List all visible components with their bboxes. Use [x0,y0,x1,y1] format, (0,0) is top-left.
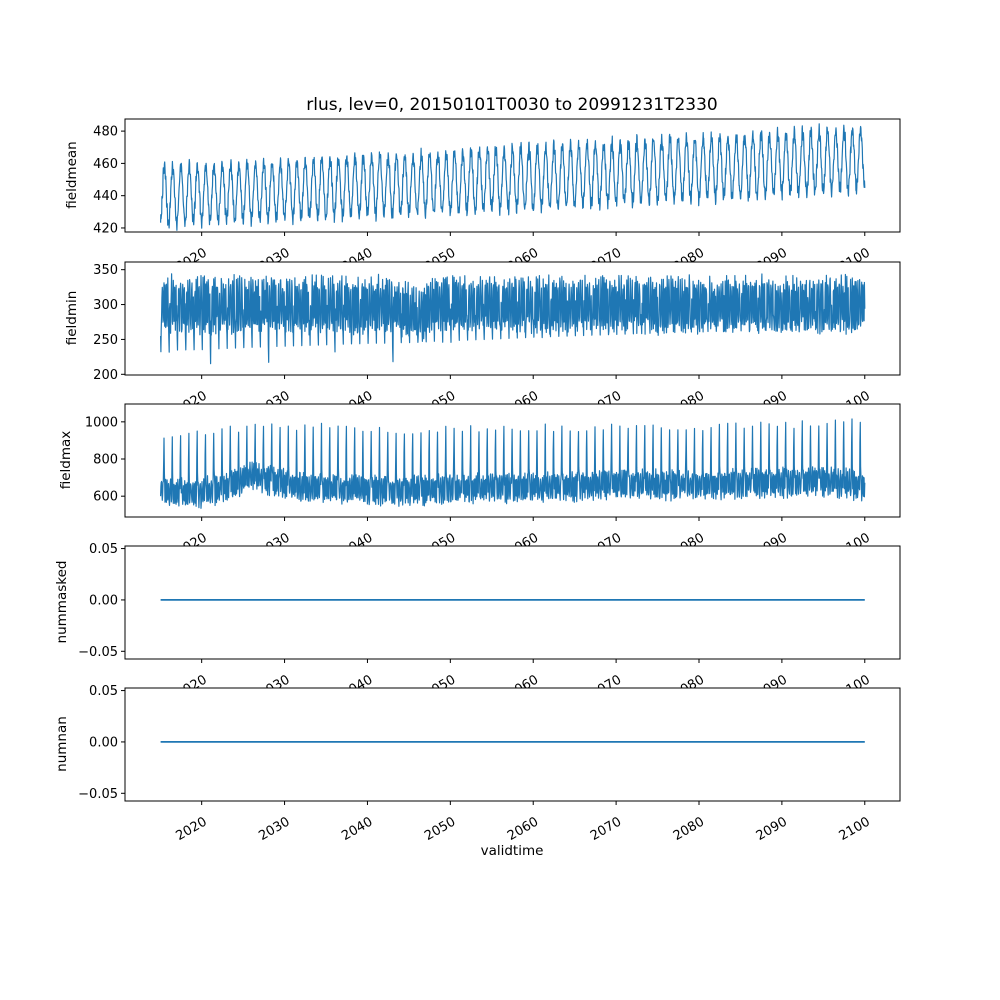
y-axis-label-nummasked: nummasked [54,560,70,644]
y-tick-label-fieldmin: 200 [93,368,118,383]
axes-frame-fieldmax [124,403,901,518]
plot-area-numnan [125,688,900,801]
y-tick-label-nummasked: −0.05 [78,645,118,660]
y-axis-label-fieldmean: fieldmean [64,141,80,209]
y-tick-label-fieldmin: 300 [93,298,118,313]
series-line-fieldmean [160,123,866,231]
x-axis-label: validtime [480,843,544,859]
y-tick-label-fieldmax: 800 [93,453,118,468]
figure-title: rlus, lev=0, 20150101T0030 to 20991231T2… [306,95,718,115]
y-tick-label-nummasked: 0.05 [89,542,118,557]
y-tick-label-numnan: 0.00 [89,735,118,750]
series-line-fieldmin [160,273,866,365]
plot-area-nummasked [125,546,900,659]
axes-frame-fieldmin [124,261,901,376]
y-tick-label-fieldmin: 350 [93,263,118,278]
y-tick-label-fieldmean: 480 [93,125,118,140]
series-line-fieldmax [160,418,866,509]
axes-frame-numnan [124,687,901,802]
y-tick-label-numnan: 0.05 [89,684,118,699]
y-tick-label-fieldmin: 250 [93,333,118,348]
y-tick-label-numnan: −0.05 [78,787,118,802]
y-tick-label-fieldmax: 600 [93,490,118,505]
y-axis-label-numnan: numnan [54,716,70,772]
axes-frame-nummasked [124,545,901,660]
y-tick-label-fieldmean: 440 [93,189,118,204]
axes-frame-fieldmean [124,118,901,233]
y-tick-label-fieldmax: 1000 [85,415,118,430]
y-tick-label-fieldmean: 460 [93,157,118,172]
y-axis-label-fieldmax: fieldmax [58,430,74,490]
y-tick-label-fieldmean: 420 [93,221,118,236]
y-axis-label-fieldmin: fieldmin [64,290,80,346]
y-tick-label-nummasked: 0.00 [89,593,118,608]
